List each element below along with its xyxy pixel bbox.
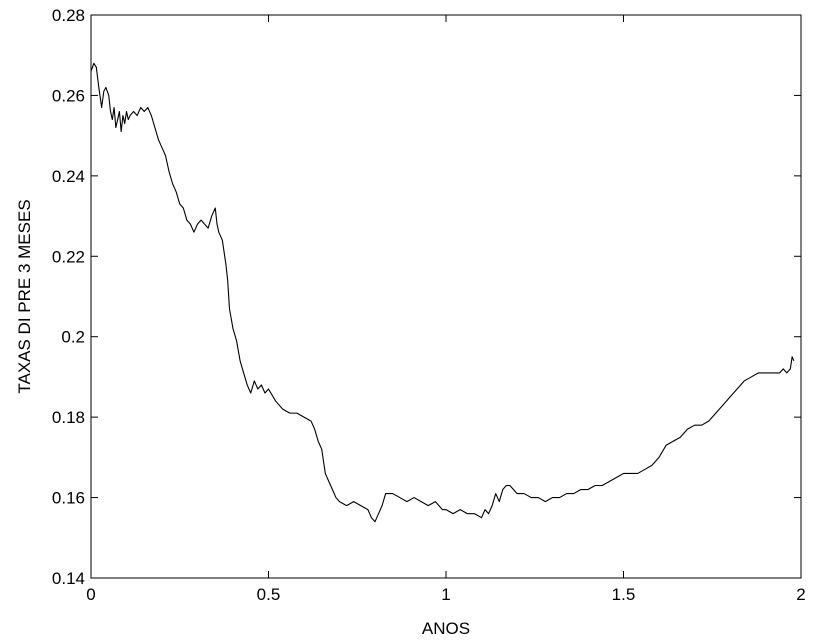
x-tick-label: 2 — [796, 585, 805, 604]
x-tick-label: 0 — [86, 585, 95, 604]
y-tick-label: 0.18 — [52, 408, 85, 427]
x-tick-label: 1.5 — [612, 585, 636, 604]
y-axis-ticks: 0.14 0.16 0.18 0.2 0.22 0.24 0.26 0.28 — [52, 6, 801, 588]
y-tick-label: 0.26 — [52, 86, 85, 105]
y-axis-title: TAXAS DI PRE 3 MESES — [15, 199, 34, 393]
series-line — [90, 62, 795, 523]
y-tick-label: 0.16 — [52, 489, 85, 508]
x-tick-label: 0.5 — [257, 585, 281, 604]
y-tick-label: 0.22 — [52, 247, 85, 266]
x-axis-title: ANOS — [422, 619, 470, 638]
y-tick-label: 0.24 — [52, 167, 85, 186]
plot-area-frame — [90, 14, 802, 579]
y-tick-label: 0.28 — [52, 6, 85, 25]
y-tick-label: 0.14 — [52, 569, 85, 588]
y-tick-label: 0.2 — [61, 328, 85, 347]
x-tick-label: 1 — [441, 585, 450, 604]
